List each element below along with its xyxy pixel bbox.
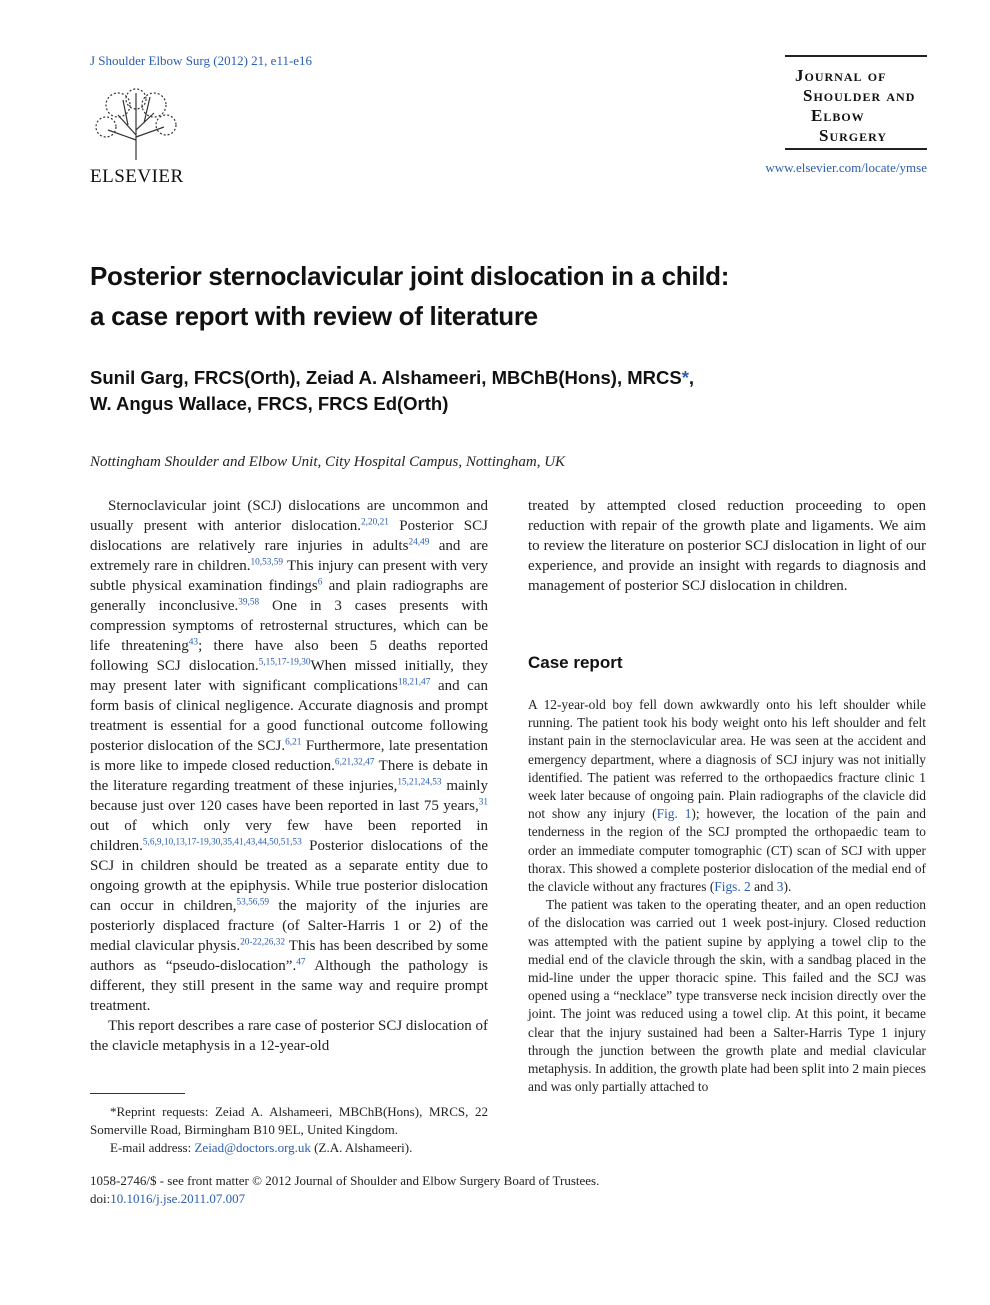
text-run: Posterior dislocations of the SCJ in chi… [90, 838, 488, 914]
footer-line: doi:10.1016/j.jse.2011.07.007 [90, 1190, 599, 1208]
link[interactable]: Fig. 1 [656, 806, 692, 822]
title-line: a case report with review of literature [90, 301, 538, 331]
text-run: This report describes a rare case of pos… [90, 1018, 488, 1054]
link[interactable]: 3 [776, 879, 784, 895]
author-line: Sunil Garg, FRCS(Orth), Zeiad A. Alshame… [90, 365, 694, 391]
journal-line: Shoulder and [803, 86, 916, 105]
footnote: *Reprint requests: Zeiad A. Alshameeri, … [90, 1103, 488, 1157]
text-run: the majority of the injuries are posteri… [90, 898, 488, 954]
text-run: and can form basis of clinical negligenc… [90, 678, 488, 754]
text-run: ). [783, 879, 792, 895]
text-run: Sunil Garg, FRCS(Orth), Zeiad A. Alshame… [90, 367, 682, 388]
link[interactable]: Zeiad@doctors.org.uk [194, 1140, 311, 1155]
rule [785, 148, 927, 150]
citation-ref[interactable]: 6,21 [285, 737, 302, 748]
text-run: Sternoclavicular joint (SCJ) dislocation… [90, 498, 488, 534]
footnote-rule [90, 1093, 185, 1094]
text-run: One in 3 cases presents with compression… [90, 598, 488, 654]
citation-ref[interactable]: 53,56,59 [236, 897, 270, 908]
citation-ref[interactable]: 5,6,9,10,13,17-19,30,35,41,43,44,50,51,5… [142, 837, 302, 848]
text-run: W. Angus Wallace, FRCS, FRCS Ed(Orth) [90, 393, 449, 414]
title: Posterior sternoclavicular joint disloca… [90, 256, 729, 336]
journal-url[interactable]: www.elsevier.com/locate/ymse [765, 160, 927, 175]
text-run: and are extremely rare in children. [90, 538, 489, 574]
title-line: Posterior sternoclavicular joint disloca… [90, 261, 730, 291]
footer-line: 1058-2746/$ - see front matter © 2012 Jo… [90, 1172, 599, 1190]
text-run: (Z.A. Alshameeri). [310, 1140, 413, 1155]
journal-line: Surgery [819, 126, 888, 145]
text-run: treated by attempted closed reduction pr… [528, 498, 926, 594]
citation-ref[interactable]: 24,49 [408, 537, 430, 548]
citation-ref[interactable]: 39,58 [238, 597, 260, 608]
citation-ref[interactable]: 6,21,32,47 [334, 757, 375, 768]
right-column: treated by attempted closed reduction pr… [528, 496, 926, 596]
footnote-line: E-mail address: Zeiad@doctors.org.uk (Z.… [90, 1139, 488, 1157]
citation-ref[interactable]: 2,20,21 [361, 517, 389, 528]
journal-line: Elbow [811, 106, 865, 125]
text-run: and [750, 879, 777, 895]
text-run: ; there have also been 5 deaths reported… [90, 638, 488, 674]
citation-ref[interactable]: 20-22,26,32 [240, 937, 286, 948]
text-run: 1058-2746/$ - see front matter © 2012 Jo… [90, 1173, 600, 1188]
text-run: out of which only very few have been rep… [90, 818, 488, 854]
case-report-body: A 12-year-old boy fell down awkwardly on… [528, 696, 926, 1096]
link[interactable]: Figs. 2 [714, 879, 751, 895]
text-run: Although the pathology is different, the… [90, 958, 488, 1014]
author-line: W. Angus Wallace, FRCS, FRCS Ed(Orth) [90, 391, 694, 417]
text-run: and plain radiographs are generally inco… [90, 578, 488, 614]
footer: 1058-2746/$ - see front matter © 2012 Jo… [90, 1172, 599, 1208]
link[interactable]: * [681, 367, 689, 388]
citation-ref[interactable]: 5,15,17-19,30 [258, 657, 311, 668]
citation: J Shoulder Elbow Surg (2012) 21, e11-e16 [90, 53, 313, 68]
citation-ref[interactable]: 18,21,47 [397, 677, 431, 688]
text-run: Posterior SCJ dislocations are relativel… [90, 518, 488, 554]
citation-ref[interactable]: 47 [296, 957, 306, 968]
citation-ref[interactable]: 6 [317, 577, 323, 588]
text-run: When missed initially, they may present … [90, 658, 488, 694]
paragraph: The patient was taken to the operating t… [528, 896, 926, 1096]
text-run: This injury can present with very subtle… [90, 558, 488, 594]
section-heading: Case report [528, 653, 623, 672]
text-run: *Reprint requests: Zeiad A. Alshameeri, … [90, 1104, 488, 1137]
citation-ref[interactable]: 15,21,24,53 [397, 777, 442, 788]
text-run: , [688, 367, 695, 388]
citation-ref[interactable]: 43 [188, 637, 199, 648]
authors: Sunil Garg, FRCS(Orth), Zeiad A. Alshame… [90, 365, 694, 417]
text-run: A 12-year-old boy fell down awkwardly on… [528, 697, 926, 822]
paragraph: This report describes a rare case of pos… [90, 1016, 488, 1056]
text-run: This has been described by some authors … [90, 938, 489, 974]
paragraph: treated by attempted closed reduction pr… [528, 496, 926, 596]
rule [785, 55, 927, 57]
text-run: The patient was taken to the operating t… [528, 897, 926, 1095]
paragraph: Sternoclavicular joint (SCJ) dislocation… [90, 496, 488, 1016]
publisher-name: ELSEVIER [90, 166, 184, 187]
publisher-logo [95, 88, 177, 160]
paragraph: A 12-year-old boy fell down awkwardly on… [528, 696, 926, 896]
journal-name: Journal of Shoulder and Elbow Surgery [795, 66, 915, 146]
citation-ref[interactable]: 10,53,59 [250, 557, 284, 568]
footnote-line: *Reprint requests: Zeiad A. Alshameeri, … [90, 1103, 488, 1139]
text-run: doi: [90, 1191, 111, 1206]
citation-ref[interactable]: 31 [478, 797, 488, 808]
affiliation: Nottingham Shoulder and Elbow Unit, City… [90, 454, 566, 470]
link[interactable]: 10.1016/j.jse.2011.07.007 [110, 1191, 246, 1206]
left-column: Sternoclavicular joint (SCJ) dislocation… [90, 496, 488, 1056]
text-run: ); however, the location of the pain and… [528, 806, 926, 895]
text-run: Furthermore, late presentation is more l… [90, 738, 489, 774]
journal-line: Journal of [795, 66, 887, 85]
text-run: E-mail address: [110, 1140, 195, 1155]
text-run: There is debate in the literature regard… [90, 758, 488, 794]
text-run: mainly because just over 120 cases have … [90, 778, 488, 814]
